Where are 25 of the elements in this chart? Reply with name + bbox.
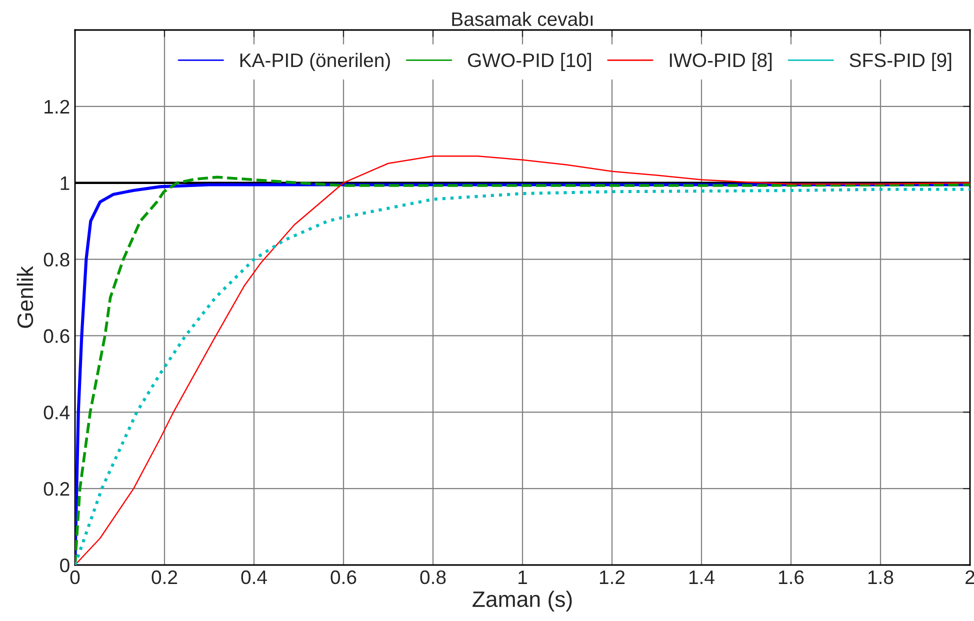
x-tick-label: 2 [966, 570, 974, 584]
y-tick-label: 1.2 [44, 100, 70, 114]
y-tick-label: 0.4 [44, 406, 70, 420]
legend-label: GWO-PID [10] [468, 52, 591, 71]
x-tick-label: 0.2 [152, 570, 178, 584]
y-axis-title: Genlik [16, 266, 34, 328]
x-tick-label: 0.6 [330, 570, 356, 584]
x-tick-label: 0 [70, 570, 80, 584]
legend-label: IWO-PID [8] [670, 52, 772, 71]
y-tick-label: 0.6 [44, 329, 70, 343]
legend-label: SFS-PID [9] [850, 52, 952, 71]
y-tick-label: 0.8 [44, 252, 70, 267]
x-tick-label: 0.8 [420, 570, 446, 584]
y-tick-label: 1 [60, 176, 70, 190]
x-tick-label: 1.2 [600, 570, 625, 584]
x-axis-title: Zaman (s) [472, 590, 572, 612]
x-tick-label: 0.4 [241, 570, 267, 584]
x-tick-label: 1.4 [689, 570, 714, 584]
chart-title: Basamak cevabı [452, 12, 593, 26]
x-tick-label: 1.6 [778, 570, 804, 584]
x-tick-label: 1 [518, 570, 527, 584]
y-tick-label: 0.2 [44, 482, 70, 496]
x-tick-label: 1.8 [868, 570, 894, 584]
legend-label: KA-PID (önerilen) [240, 52, 390, 71]
y-tick-label: 0 [60, 558, 70, 572]
